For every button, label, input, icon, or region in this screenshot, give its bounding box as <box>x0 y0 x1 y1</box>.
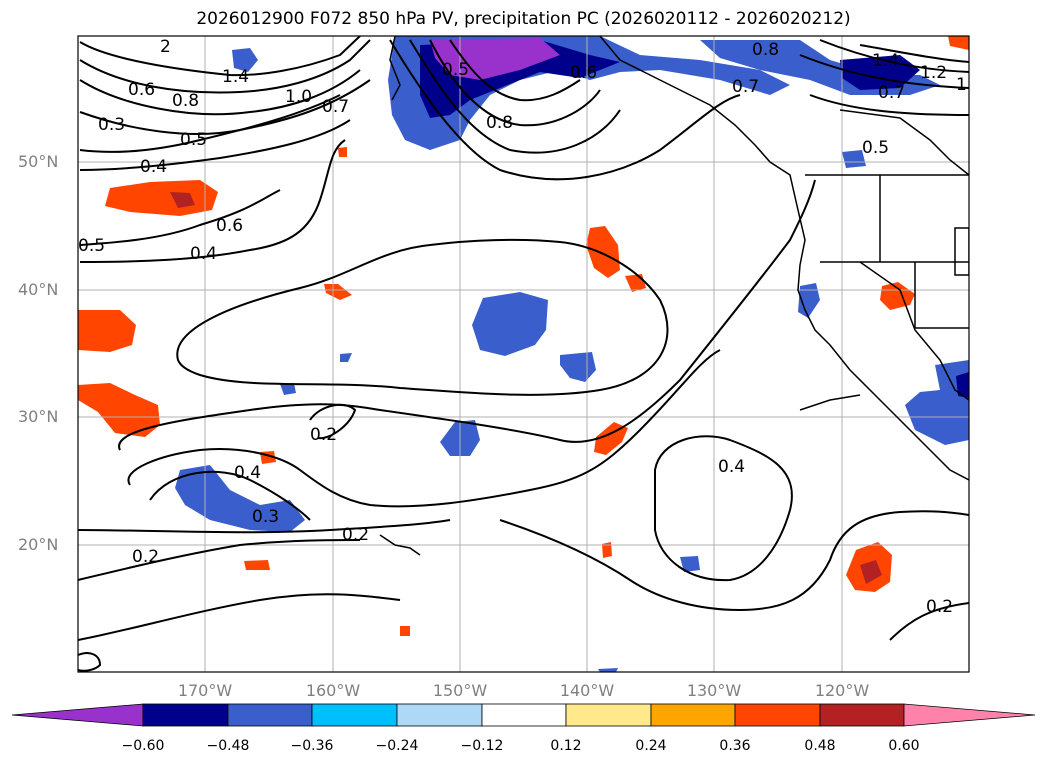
colorbar-bin <box>819 703 905 727</box>
lon-label: 170°W <box>177 681 233 700</box>
colorbar-tick-label: −0.60 <box>121 738 165 754</box>
contour-label: 0.4 <box>718 457 745 477</box>
pv-contours <box>78 36 969 672</box>
graticule <box>78 36 969 672</box>
contour-label: 2 <box>160 37 171 57</box>
map-frame <box>77 35 970 673</box>
contour-label: 0.4 <box>140 157 167 177</box>
map-layers <box>78 36 969 672</box>
contour-label: 1.0 <box>285 87 312 107</box>
colorbar-bin <box>227 703 313 727</box>
colorbar-extend-left <box>11 703 144 727</box>
lon-label: 120°W <box>814 681 870 700</box>
contour-label: 0.3 <box>98 115 125 135</box>
contour-label: 1 <box>956 75 967 95</box>
contour-label: 0.5 <box>442 60 469 80</box>
colorbar-tick-label: 0.24 <box>635 738 667 754</box>
lat-label: 50°N <box>18 152 59 171</box>
contour-label: 1.4 <box>222 67 249 87</box>
coastlines <box>379 36 969 556</box>
lat-label: 20°N <box>18 535 59 554</box>
contour-label: 1.2 <box>920 63 947 83</box>
contour-label: 0.8 <box>486 113 513 133</box>
colorbar-tick-label: −0.24 <box>375 738 419 754</box>
contour-label: 0.2 <box>926 597 953 617</box>
colorbar-bin <box>396 703 483 727</box>
colorbar-bin <box>734 703 821 727</box>
contour-label: 0.6 <box>216 216 243 236</box>
lon-label: 150°W <box>432 681 488 700</box>
colorbar-bin <box>650 703 736 727</box>
contour-label: 0.8 <box>752 40 779 60</box>
colorbar-tick-label: −0.48 <box>206 738 250 754</box>
colorbar <box>11 703 1036 727</box>
colorbar-bin <box>481 703 567 727</box>
colorbar-tick-label: 0.48 <box>804 738 836 754</box>
map-title: 2026012900 F072 850 hPa PV, precipitatio… <box>196 9 851 29</box>
colorbar-tick-label: 0.60 <box>888 738 920 754</box>
contour-label: 0.5 <box>78 236 105 256</box>
contour-label: 1.4 <box>872 51 899 71</box>
colorbar-bin <box>565 703 652 727</box>
contour-label: 0.7 <box>732 77 759 97</box>
lon-label: 160°W <box>305 681 361 700</box>
contour-label: 0.7 <box>878 83 905 103</box>
contour-label: 0.2 <box>342 525 369 545</box>
contour-label: 0.5 <box>180 130 207 150</box>
lon-label: 130°W <box>686 681 742 700</box>
contour-label: 0.7 <box>322 97 349 117</box>
colorbar-bin <box>311 703 398 727</box>
colorbar-tick-label: 0.36 <box>719 738 751 754</box>
lon-label: 140°W <box>559 681 615 700</box>
contour-label: 0.2 <box>132 547 159 567</box>
contour-label: 0.3 <box>252 507 279 527</box>
contour-labels: 1.4 0.6 0.8 1.0 0.7 0.3 0.5 0.4 0.6 0.5 … <box>78 37 967 617</box>
colorbar-extend-right <box>903 703 1036 727</box>
contour-label: 0.8 <box>172 91 199 111</box>
map-background <box>78 36 969 672</box>
colorbar-tick-label: −0.36 <box>290 738 334 754</box>
colorbar-bin <box>142 703 229 727</box>
lat-label: 30°N <box>18 407 59 426</box>
colorbar-tick-label: −0.12 <box>460 738 504 754</box>
contour-label: 0.6 <box>570 63 597 83</box>
positive-shading <box>78 36 969 636</box>
lat-label: 40°N <box>18 280 59 299</box>
contour-label: 0.6 <box>128 80 155 100</box>
contour-label: 0.4 <box>234 463 261 483</box>
colorbar-tick-label: 0.12 <box>550 738 582 754</box>
contour-label: 0.5 <box>862 138 889 158</box>
contour-label: 0.4 <box>190 244 217 264</box>
contour-label: 0.2 <box>310 425 337 445</box>
